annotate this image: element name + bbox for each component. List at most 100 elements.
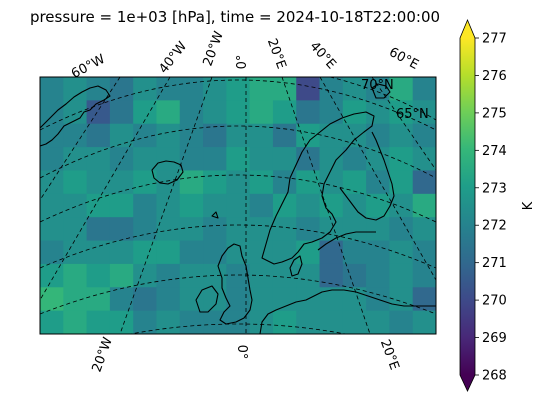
parallel-line <box>40 274 436 315</box>
colorbar-extend-bottom <box>460 375 475 391</box>
heatmap-cell <box>226 147 251 172</box>
heatmap-cell <box>226 170 251 195</box>
bottom-label-20w: 20°W <box>90 335 116 374</box>
heatmap-cell <box>389 77 414 101</box>
heatmap-cell <box>249 170 274 195</box>
heatmap-cell <box>249 240 274 265</box>
parallel-line <box>329 77 436 121</box>
heatmap-cell <box>272 310 297 334</box>
heatmap-cell <box>133 310 158 334</box>
heatmap-cell <box>389 263 414 288</box>
heatmap-cell <box>342 77 367 101</box>
heatmap-cell <box>109 170 134 195</box>
heatmap-cell <box>179 123 204 148</box>
heatmap-cell <box>319 263 344 288</box>
heatmap-cell <box>366 100 391 125</box>
heatmap-cell <box>156 170 181 195</box>
heatmap-cell <box>272 193 297 218</box>
heatmap-cell <box>389 147 414 172</box>
heatmap-cell <box>389 240 414 265</box>
heatmap-cell <box>63 287 88 312</box>
top-label-20w: 20°W <box>201 29 227 68</box>
top-label-40e: 40°E <box>307 39 339 72</box>
heatmap-cell <box>389 193 414 218</box>
heatmap-cell <box>86 310 111 334</box>
heatmap-cell <box>249 217 274 242</box>
heatmap-cell <box>203 310 227 334</box>
heatmap-cell <box>226 240 251 265</box>
heatmap-cell <box>109 193 134 218</box>
heatmap-cell <box>156 310 181 334</box>
heatmap-cell <box>319 287 344 312</box>
greenland-coast <box>40 85 111 147</box>
heatmap-cell <box>179 240 204 265</box>
heatmap-cell <box>63 77 88 101</box>
heatmap-cell <box>40 147 64 172</box>
heatmap-cell <box>319 310 344 334</box>
heatmap-cell <box>63 100 88 125</box>
heatmap-cell <box>366 240 391 265</box>
colorbar-label: K <box>521 201 536 210</box>
heatmap-cell <box>133 193 158 218</box>
colorbar-tick-label: 275 <box>482 106 507 121</box>
colorbar-extend-top <box>460 20 475 38</box>
heatmap-cell <box>412 287 436 312</box>
heatmap-cell <box>133 123 158 148</box>
heatmap-cell <box>366 170 391 195</box>
heatmap-cell <box>296 147 321 172</box>
heatmap-cell <box>412 263 436 288</box>
heatmap-cell <box>40 240 64 265</box>
heatmap-cell <box>40 287 64 312</box>
heatmap-cell <box>203 217 227 242</box>
heatmap-cell <box>156 123 181 148</box>
heatmap-cell <box>156 77 181 101</box>
heatmap-cell <box>272 123 297 148</box>
top-label-60e: 60°E <box>386 45 421 73</box>
heatmap-cell <box>412 123 436 148</box>
heatmap-cell <box>342 263 367 288</box>
iceland-coast <box>151 160 184 185</box>
heatmap-cell <box>40 193 64 218</box>
heatmap-cell <box>272 170 297 195</box>
heatmap-cell <box>366 147 391 172</box>
heatmap-cell <box>63 263 88 288</box>
heatmap-cell <box>342 123 367 148</box>
colorbar-tick-label: 272 <box>482 219 507 234</box>
heatmap-cell <box>412 147 436 172</box>
heatmap-cell <box>319 240 344 265</box>
heatmap-cell <box>133 217 158 242</box>
heatmap-cell <box>226 310 251 334</box>
inner-label-70n: 70°N <box>361 78 394 93</box>
heatmap-cell <box>296 263 321 288</box>
heatmap-cell <box>389 170 414 195</box>
colorbar-tick-label: 274 <box>482 144 507 159</box>
heatmap-cell <box>296 123 321 148</box>
heatmap-cell <box>156 217 181 242</box>
heatmap-cell <box>203 287 227 312</box>
heatmap-cell <box>296 217 321 242</box>
heatmap-cell <box>319 123 344 148</box>
heatmap-cell <box>63 240 88 265</box>
heatmap-cell <box>412 217 436 242</box>
heatmap-cell <box>296 170 321 195</box>
heatmap-cell <box>203 123 227 148</box>
heatmap-cell <box>179 170 204 195</box>
parallel-line <box>40 125 436 179</box>
colorbar-tick-label: 276 <box>482 69 507 84</box>
heatmap-cell <box>133 170 158 195</box>
heatmap-cell <box>226 193 251 218</box>
meridian-line <box>281 77 371 334</box>
heatmap-cell <box>342 240 367 265</box>
heatmap-cell <box>63 123 88 148</box>
heatmap-cell <box>389 287 414 312</box>
heatmap-cell <box>249 193 274 218</box>
heatmap-cell <box>249 147 274 172</box>
heatmap-cell <box>366 123 391 148</box>
heatmap-cell <box>63 170 88 195</box>
heatmap-cell <box>179 263 204 288</box>
heatmap-cell <box>109 310 134 334</box>
heatmap-cell <box>109 287 134 312</box>
europe-coast <box>259 289 436 334</box>
heatmap-cell <box>203 147 227 172</box>
